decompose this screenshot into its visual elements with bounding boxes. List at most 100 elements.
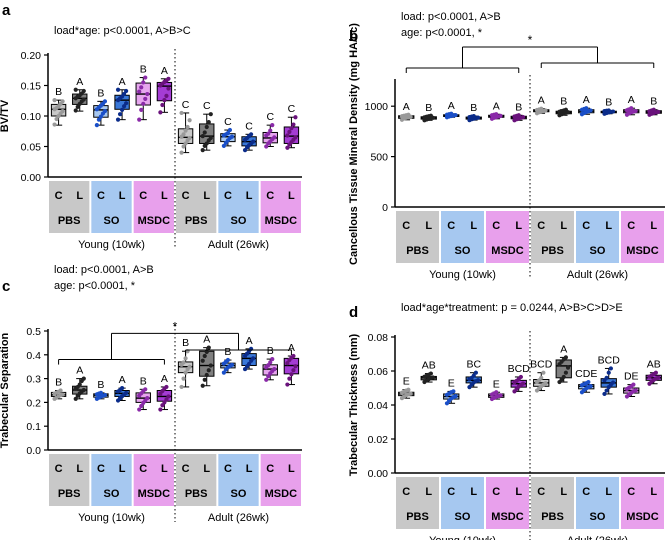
y-tick-label: 0.00 (21, 172, 42, 184)
y-tick-label: 0.06 (368, 366, 389, 378)
treatment-band (441, 477, 484, 529)
load-label-loaded: L (470, 220, 477, 232)
treatment-band (441, 211, 484, 263)
data-point (81, 97, 86, 102)
significance-letter: A (288, 342, 295, 354)
y-axis-label: Cancellous Tissue Mineral Density (mg HA… (348, 23, 360, 265)
data-point (143, 96, 148, 102)
data-point (58, 388, 63, 393)
treatment-label: SO (231, 215, 247, 227)
data-point (565, 365, 571, 370)
treatment-band (576, 211, 619, 263)
panel-label-d: d (349, 304, 358, 321)
data-point (179, 384, 184, 390)
treatment-band (486, 211, 529, 263)
load-label-control: C (224, 190, 232, 202)
significance-letter: A (119, 76, 126, 88)
significance-letter: E (493, 378, 500, 390)
data-point (610, 380, 616, 385)
significance-letter: BC (466, 359, 481, 371)
data-point (264, 377, 269, 382)
treatment-label: MSDC (138, 488, 170, 500)
load-label-control: C (447, 486, 455, 498)
significance-letter: E (448, 377, 455, 389)
treatment-band (396, 211, 439, 263)
treatment-band (133, 181, 174, 233)
data-point (287, 129, 292, 134)
treatment-label: PBS (406, 245, 429, 257)
data-point (164, 93, 169, 98)
data-point (539, 375, 544, 380)
data-point (121, 91, 127, 97)
significance-letter: B (97, 87, 104, 99)
stat-text: age: p<0.0001, * (54, 280, 136, 292)
age-label-adult: Adult (26wk) (208, 512, 269, 524)
treatment-label: SO (104, 488, 120, 500)
significance-letter: A (560, 343, 567, 355)
data-point (137, 407, 142, 412)
significance-letter: C (203, 100, 211, 112)
significance-letter: BCD (508, 363, 531, 375)
data-point (73, 108, 78, 113)
treatment-label: MSDC (265, 488, 297, 500)
age-label-young: Young (10wk) (429, 269, 496, 281)
treatment-band (176, 454, 217, 506)
data-point (98, 390, 104, 395)
data-point (602, 391, 607, 397)
data-point (73, 396, 78, 401)
data-point (293, 115, 298, 120)
load-label-control: C (402, 486, 410, 498)
significance-letter: B (560, 96, 567, 108)
load-label-control: C (224, 463, 232, 475)
data-point (202, 353, 207, 359)
treatment-label: PBS (406, 511, 429, 523)
data-point (200, 383, 205, 388)
data-point (251, 356, 256, 361)
y-tick-label: 0.00 (368, 468, 389, 480)
data-point (246, 361, 252, 366)
age-label-young: Young (10wk) (78, 239, 145, 251)
data-point (293, 135, 298, 140)
data-point (453, 394, 458, 399)
load-label-loaded: L (246, 190, 253, 202)
treatment-label: SO (590, 511, 606, 523)
stat-text: load: p<0.0001, A>B (401, 11, 501, 23)
data-point (73, 87, 78, 92)
age-label-young: Young (10wk) (78, 512, 145, 524)
data-point (289, 372, 294, 377)
data-point (204, 349, 209, 355)
data-point (561, 374, 566, 380)
data-point (655, 109, 661, 114)
data-point (143, 75, 148, 80)
data-point (102, 392, 108, 398)
data-point (81, 387, 86, 393)
panel-label-b: b (349, 28, 358, 45)
significance-letter: A (203, 334, 210, 346)
significance-letter: B (470, 102, 477, 114)
data-point (94, 123, 99, 128)
load-label-loaded: L (119, 463, 126, 475)
data-point (187, 118, 192, 123)
data-point (200, 358, 205, 363)
load-label-control: C (447, 220, 455, 232)
stat-text: age: p<0.0001, * (401, 27, 483, 39)
significance-letter: AB (647, 359, 661, 371)
significance-letter: A (76, 76, 83, 88)
data-point (139, 107, 144, 112)
treatment-band (49, 454, 90, 506)
y-tick-label: 0.08 (368, 332, 389, 344)
data-point (96, 117, 102, 122)
data-point (141, 101, 146, 106)
data-point (291, 122, 296, 127)
treatment-label: SO (590, 245, 606, 257)
data-point (516, 113, 521, 118)
load-label-loaded: L (161, 463, 168, 475)
age-label-adult: Adult (26wk) (567, 535, 628, 540)
treatment-band (621, 211, 664, 263)
load-label-control: C (55, 463, 63, 475)
significance-letter: A (583, 94, 590, 106)
data-point (406, 387, 411, 392)
significance-letter: B (425, 102, 432, 114)
treatment-band (91, 181, 132, 233)
